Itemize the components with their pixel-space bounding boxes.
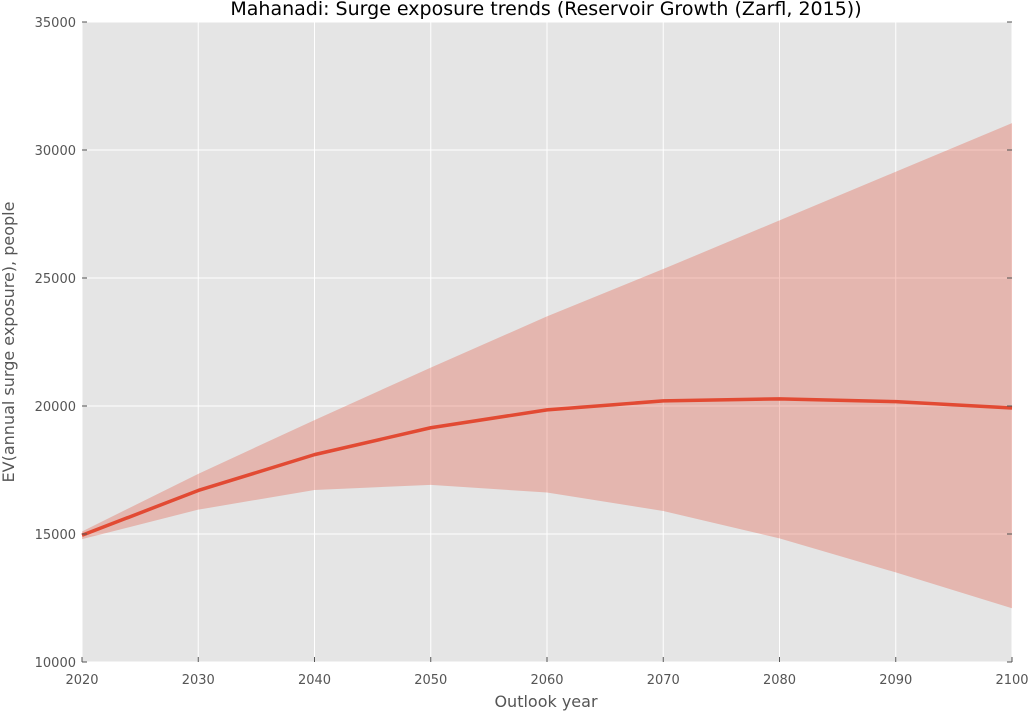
x-tick-label: 2060: [530, 673, 563, 688]
y-tick-label: 10000: [35, 656, 76, 671]
x-tick-label: 2040: [298, 673, 331, 688]
x-tick-label: 2070: [647, 673, 680, 688]
y-tick-label: 35000: [35, 16, 76, 31]
series-line-group: [81, 397, 1013, 537]
x-tick-label: 2090: [879, 673, 912, 688]
x-tick-label: 2030: [182, 673, 215, 688]
x-tick-label: 2020: [65, 673, 98, 688]
confidence-band-group: [82, 123, 1012, 609]
y-tick-label: 30000: [35, 144, 76, 159]
tick-group: 2020 2030 2040 2050 2060 2070 2080 2090 2100 1000…: [35, 16, 1028, 688]
chart-title: Mahanadi: Surge exposure trends (Reservo…: [230, 0, 861, 20]
y-axis-label: EV(annual surge exposure), people: [0, 202, 18, 483]
y-tick-label: 25000: [35, 272, 76, 287]
y-tick-label: 15000: [35, 528, 76, 543]
x-tick-label: 2080: [763, 673, 796, 688]
confidence-band: [82, 123, 1012, 609]
x-tick-label: 2100: [995, 673, 1028, 688]
x-tick-label: 2050: [414, 673, 447, 688]
y-tick-label: 20000: [35, 400, 76, 415]
x-axis-label: Outlook year: [494, 692, 598, 711]
series-line: [81, 397, 1013, 537]
